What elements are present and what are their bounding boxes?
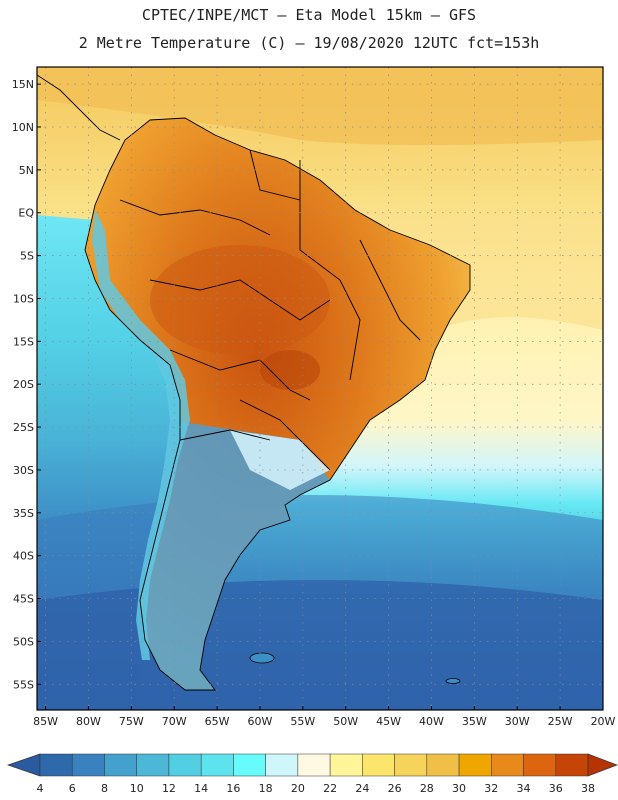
lat-label: 20S [13, 378, 34, 391]
lat-label: 10S [13, 292, 34, 305]
colorbar-swatch [39, 753, 73, 777]
lon-label: 45W [376, 715, 401, 728]
lat-label: 30S [13, 464, 34, 477]
falkland-islands [249, 652, 275, 664]
lat-label: 15N [12, 78, 34, 91]
colorbar-swatch [426, 753, 460, 777]
south-georgia [445, 678, 461, 684]
colorbar-label: 36 [549, 782, 563, 795]
colorbar-label: 6 [69, 782, 76, 795]
colorbar-swatch [168, 753, 202, 777]
southern-cone-land [140, 420, 330, 690]
colorbar-label: 20 [291, 782, 305, 795]
colorbar-swatch [362, 753, 395, 777]
colorbar-swatch [233, 753, 266, 777]
lat-label: 10N [12, 121, 34, 134]
lon-label: 85W [33, 715, 58, 728]
lon-label: 70W [162, 715, 187, 728]
lon-label: 60W [248, 715, 273, 728]
colorbar-max-arrow [587, 753, 618, 777]
longitude-labels: 85W 80W 75W 70W 65W 60W 55W 50W 45W 40W 35W 30W 25W 2… [33, 706, 616, 728]
colorbar-swatch [297, 753, 331, 777]
colorbar-swatch [458, 753, 492, 777]
colorbar-label: 12 [162, 782, 176, 795]
colorbar-swatch [200, 753, 234, 777]
lon-label: 20W [591, 715, 616, 728]
lat-label: EQ [18, 207, 34, 220]
lat-label: 40S [13, 550, 34, 563]
colorbar-label: 26 [388, 782, 402, 795]
colorbar-label: 8 [101, 782, 108, 795]
lat-label: 15S [13, 335, 34, 348]
lat-label: 50S [13, 635, 34, 648]
lon-label: 35W [462, 715, 487, 728]
colorbar: 4 6 8 10 12 14 16 18 20 22 24 26 28 30 32 34 36 38 [6, 753, 618, 795]
lat-label: 55S [13, 678, 34, 691]
colorbar-swatch [136, 753, 170, 777]
lat-label: 5N [19, 164, 34, 177]
map-frame [36, 66, 604, 711]
colorbar-label: 10 [130, 782, 144, 795]
caribbean-warm [37, 67, 603, 145]
lat-label: 25S [13, 421, 34, 434]
colorbar-label: 4 [37, 782, 44, 795]
colorbar-label: 18 [259, 782, 273, 795]
lon-label: 80W [76, 715, 101, 728]
map-field [37, 67, 603, 710]
lon-label: 65W [205, 715, 230, 728]
colorbar-label: 30 [452, 782, 466, 795]
hot-spot-pantanal [260, 350, 320, 390]
colorbar-swatch [71, 753, 105, 777]
colorbar-swatch [104, 753, 137, 777]
map-title-line2: 2 Metre Temperature (C) – 19/08/2020 12U… [78, 34, 540, 52]
colorbar-swatch [523, 753, 557, 777]
lon-label: 25W [548, 715, 573, 728]
colorbar-swatch [491, 753, 524, 777]
colorbar-min-arrow [6, 753, 41, 777]
map-title-line1: CPTEC/INPE/MCT – Eta Model 15km – GFS [141, 6, 477, 24]
colorbar-label: 24 [355, 782, 369, 795]
hot-core [150, 245, 330, 355]
lat-label: 5S [20, 250, 34, 263]
lat-label: 35S [13, 507, 34, 520]
colorbar-label: 14 [194, 782, 208, 795]
lon-label: 55W [290, 715, 315, 728]
colorbar-swatch [329, 753, 363, 777]
lon-label: 75W [119, 715, 144, 728]
lat-label: 45S [13, 593, 34, 606]
colorbar-label: 34 [517, 782, 531, 795]
colorbar-label: 16 [226, 782, 240, 795]
colorbar-label: 22 [323, 782, 337, 795]
southern-ocean-deep [37, 580, 603, 710]
colorbar-swatch [394, 753, 428, 777]
colorbar-swatch [555, 753, 589, 777]
colorbar-label: 28 [420, 782, 434, 795]
colorbar-label: 32 [484, 782, 498, 795]
lon-label: 30W [505, 715, 530, 728]
andes-cold [92, 210, 190, 660]
colorbar-label: 38 [581, 782, 595, 795]
latitude-labels: 15N 10N 5N EQ 5S 10S 15S 20S 25S 30S 35S 40S 45S 50S 5… [12, 78, 41, 691]
colorbar-swatch [265, 753, 299, 777]
lon-label: 50W [333, 715, 358, 728]
lon-label: 40W [419, 715, 444, 728]
